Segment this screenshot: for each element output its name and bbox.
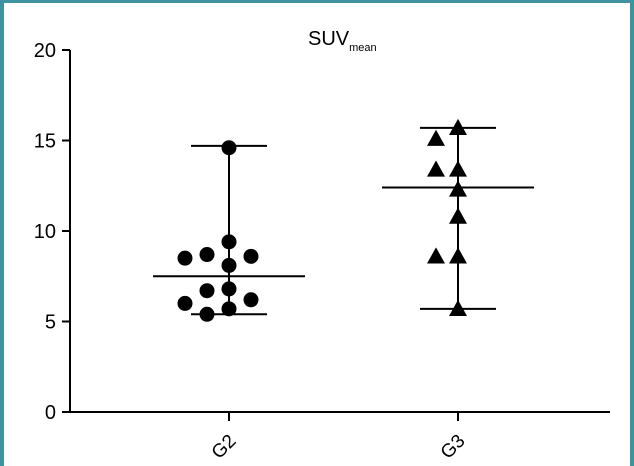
x-tick-label: G3 [437, 431, 470, 464]
data-point-circle [221, 257, 237, 273]
data-point-circle [177, 295, 193, 311]
data-point-triangle [449, 118, 467, 136]
data-point-circle [177, 250, 193, 266]
y-tick-label: 0 [45, 402, 56, 424]
data-point-triangle [449, 160, 467, 177]
data-point-triangle [427, 129, 445, 146]
data-point-circle [243, 248, 259, 264]
data-point-triangle [449, 299, 467, 317]
data-point-triangle [427, 247, 445, 264]
chart-title-main: SUV [308, 28, 350, 50]
data-point-circle [243, 292, 259, 308]
y-tick-label: 5 [45, 312, 56, 334]
data-point-circle [199, 306, 215, 322]
y-tick-label: 15 [34, 131, 56, 153]
data-point-triangle [449, 180, 467, 197]
chart-title: SUVmean [308, 28, 377, 54]
data-marks [153, 118, 534, 322]
data-point-circle [221, 301, 237, 317]
data-point-circle [221, 234, 237, 250]
axes: 0 5 10 15 20 G2 G3 [34, 40, 610, 463]
data-point-triangle [449, 207, 467, 224]
y-tick-label: 20 [34, 40, 56, 62]
data-point-circle [221, 281, 237, 297]
data-point-circle [221, 140, 237, 156]
x-tick-label: G2 [208, 431, 241, 464]
data-point-circle [199, 247, 215, 263]
data-point-triangle [449, 247, 467, 264]
y-tick-label: 10 [34, 221, 56, 243]
chart-title-subscript: mean [349, 42, 377, 54]
data-point-circle [199, 283, 215, 299]
data-point-triangle [427, 160, 445, 177]
